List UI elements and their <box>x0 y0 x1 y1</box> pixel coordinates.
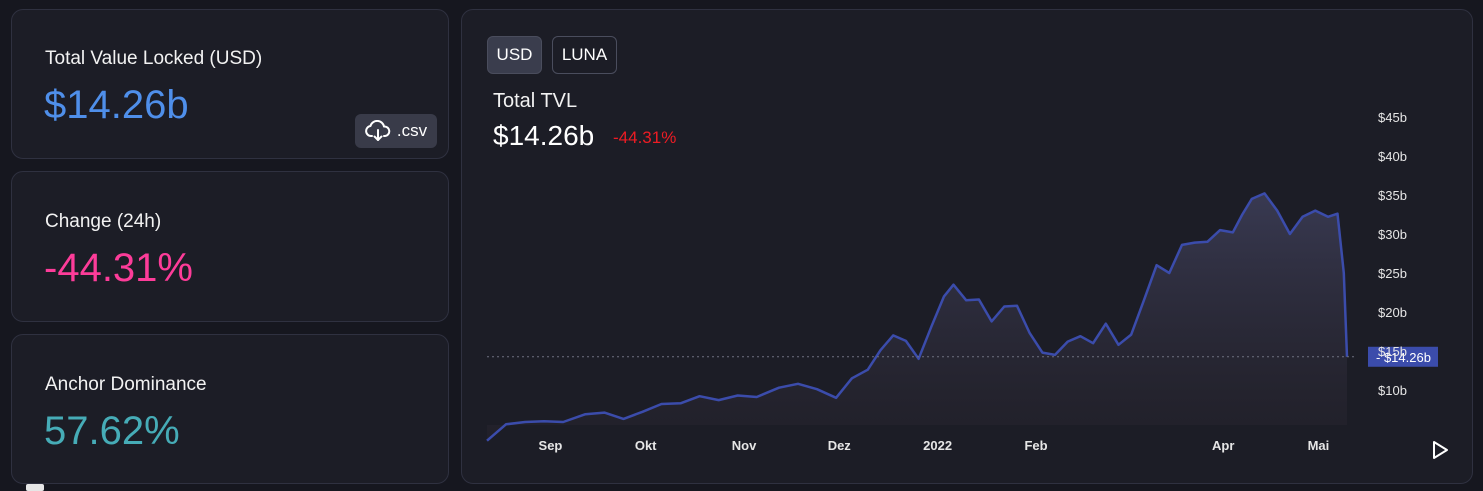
y-tick-label: $30b <box>1378 227 1407 242</box>
corner-marker <box>26 484 44 491</box>
chart-current-value: $14.26b <box>493 120 595 151</box>
luna-toggle-button[interactable]: LUNA <box>552 36 617 74</box>
tvl-label: Total Value Locked (USD) <box>45 48 263 69</box>
y-tick-label: $35b <box>1378 188 1407 203</box>
x-tick-label: Feb <box>1024 438 1047 453</box>
y-tick-label: $45b <box>1378 110 1407 125</box>
chart-panel: USD LUNA Total TVL $14.26b -44.31% - $14… <box>461 9 1473 484</box>
y-tick-label: $25b <box>1378 266 1407 281</box>
tvl-area-chart[interactable]: - $14.26b $10b $15b $20b $25b $30b $35b $40b $45… <box>462 10 1472 483</box>
y-tick-label: $40b <box>1378 149 1407 164</box>
tvl-series-line <box>486 192 1349 442</box>
x-tick-label: Mai <box>1308 438 1330 453</box>
dominance-label: Anchor Dominance <box>45 374 207 395</box>
current-value-marker <box>1368 346 1438 367</box>
x-tick-label: 2022 <box>923 438 952 453</box>
change-card: Change (24h) -44.31% <box>11 171 449 322</box>
tvl-area-fill <box>487 193 1347 441</box>
y-tick-label: $10b <box>1378 383 1407 398</box>
play-icon[interactable] <box>1429 439 1451 461</box>
chart-current-change: -44.31% <box>613 128 677 147</box>
dominance-card: Anchor Dominance 57.62% <box>11 334 449 484</box>
tvl-card: Total Value Locked (USD) $14.26b .csv <box>11 9 449 159</box>
y-tick-label: $20b <box>1378 305 1407 320</box>
x-tick-label: Apr <box>1212 438 1234 453</box>
x-tick-label: Dez <box>828 438 852 453</box>
usd-toggle-button[interactable]: USD <box>487 36 542 74</box>
x-tick-label: Sep <box>539 438 563 453</box>
change-value: -44.31% <box>44 246 193 290</box>
tvl-value: $14.26b <box>44 83 189 127</box>
x-tick-label: Okt <box>635 438 657 453</box>
change-label: Change (24h) <box>45 211 162 232</box>
download-csv-label: .csv <box>396 121 428 140</box>
current-value-marker-label: - $14.26b <box>1376 350 1431 365</box>
cloud-download-icon <box>365 120 391 141</box>
chart-title: Total TVL <box>493 90 578 112</box>
dominance-value: 57.62% <box>44 409 180 453</box>
x-tick-label: Nov <box>732 438 757 453</box>
download-csv-button[interactable]: .csv <box>355 114 437 148</box>
y-tick-label: $15b <box>1378 344 1407 359</box>
